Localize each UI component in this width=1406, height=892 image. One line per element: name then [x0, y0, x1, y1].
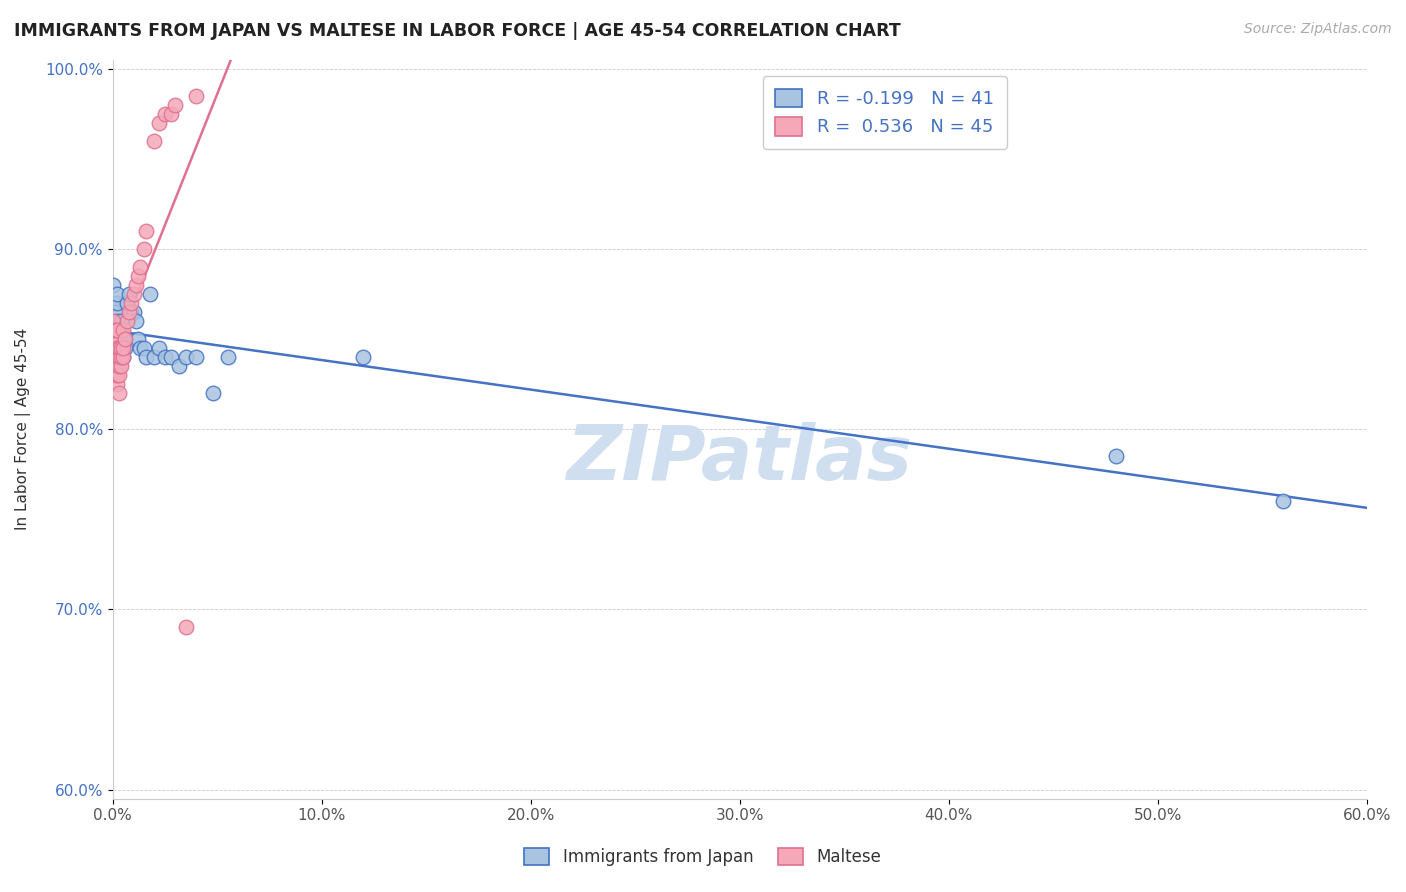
Point: [104, 341, 127, 355]
Point: [108, 323, 131, 337]
Point: [108, 332, 131, 346]
Point: [127, 332, 149, 346]
Point: [105, 341, 128, 355]
Point: [114, 341, 136, 355]
Legend: R = -0.199   N = 41, R =  0.536   N = 45: R = -0.199 N = 41, R = 0.536 N = 45: [763, 76, 1007, 149]
Point: [174, 350, 197, 364]
Text: IMMIGRANTS FROM JAPAN VS MALTESE IN LABOR FORCE | AGE 45-54 CORRELATION CHART: IMMIGRANTS FROM JAPAN VS MALTESE IN LABO…: [14, 22, 901, 40]
Point: [120, 296, 142, 310]
Text: ZIPatlas: ZIPatlas: [567, 422, 912, 496]
Point: [110, 341, 132, 355]
Point: [352, 350, 374, 364]
Point: [148, 116, 170, 130]
Point: [186, 350, 208, 364]
Point: [104, 368, 127, 383]
Point: [108, 350, 131, 364]
Point: [124, 277, 146, 292]
Point: [128, 260, 150, 274]
Point: [160, 106, 183, 120]
Point: [186, 88, 208, 103]
Point: [105, 314, 128, 328]
Point: [143, 350, 166, 364]
Point: [101, 314, 124, 328]
Point: [217, 350, 239, 364]
Point: [135, 224, 157, 238]
Point: [108, 350, 131, 364]
Point: [153, 350, 176, 364]
Point: [110, 350, 132, 364]
Point: [110, 314, 132, 328]
Point: [108, 359, 131, 373]
Point: [115, 296, 138, 310]
Point: [105, 368, 128, 383]
Point: [112, 323, 135, 337]
Point: [104, 350, 127, 364]
Point: [105, 287, 128, 301]
Point: [104, 323, 127, 337]
Point: [108, 368, 131, 383]
Legend: Immigrants from Japan, Maltese: Immigrants from Japan, Maltese: [516, 840, 890, 875]
Point: [105, 350, 128, 364]
Point: [148, 341, 170, 355]
Point: [1272, 494, 1295, 508]
Point: [153, 106, 176, 120]
Point: [105, 377, 128, 392]
Point: [104, 332, 127, 346]
Point: [101, 323, 124, 337]
Y-axis label: In Labor Force | Age 45-54: In Labor Force | Age 45-54: [15, 328, 31, 531]
Point: [104, 323, 127, 337]
Point: [128, 341, 150, 355]
Text: Source: ZipAtlas.com: Source: ZipAtlas.com: [1244, 22, 1392, 37]
Point: [101, 296, 124, 310]
Point: [122, 305, 145, 319]
Point: [104, 305, 127, 319]
Point: [101, 341, 124, 355]
Point: [118, 287, 141, 301]
Point: [112, 332, 135, 346]
Point: [105, 359, 128, 373]
Point: [122, 287, 145, 301]
Point: [132, 341, 155, 355]
Point: [110, 359, 132, 373]
Point: [127, 268, 149, 283]
Point: [118, 305, 141, 319]
Point: [115, 314, 138, 328]
Point: [105, 323, 128, 337]
Point: [112, 350, 135, 364]
Point: [124, 314, 146, 328]
Point: [165, 97, 187, 112]
Point: [114, 332, 136, 346]
Point: [110, 332, 132, 346]
Point: [112, 350, 135, 364]
Point: [139, 287, 162, 301]
Point: [108, 341, 131, 355]
Point: [105, 296, 128, 310]
Point: [114, 332, 136, 346]
Point: [108, 341, 131, 355]
Point: [160, 350, 183, 364]
Point: [169, 359, 191, 373]
Point: [174, 620, 197, 634]
Point: [101, 277, 124, 292]
Point: [1105, 449, 1128, 463]
Point: [101, 350, 124, 364]
Point: [201, 386, 224, 401]
Point: [112, 341, 135, 355]
Point: [143, 134, 166, 148]
Point: [104, 359, 127, 373]
Point: [135, 350, 157, 364]
Point: [110, 323, 132, 337]
Point: [101, 332, 124, 346]
Point: [112, 341, 135, 355]
Point: [120, 305, 142, 319]
Point: [132, 242, 155, 256]
Point: [108, 386, 131, 401]
